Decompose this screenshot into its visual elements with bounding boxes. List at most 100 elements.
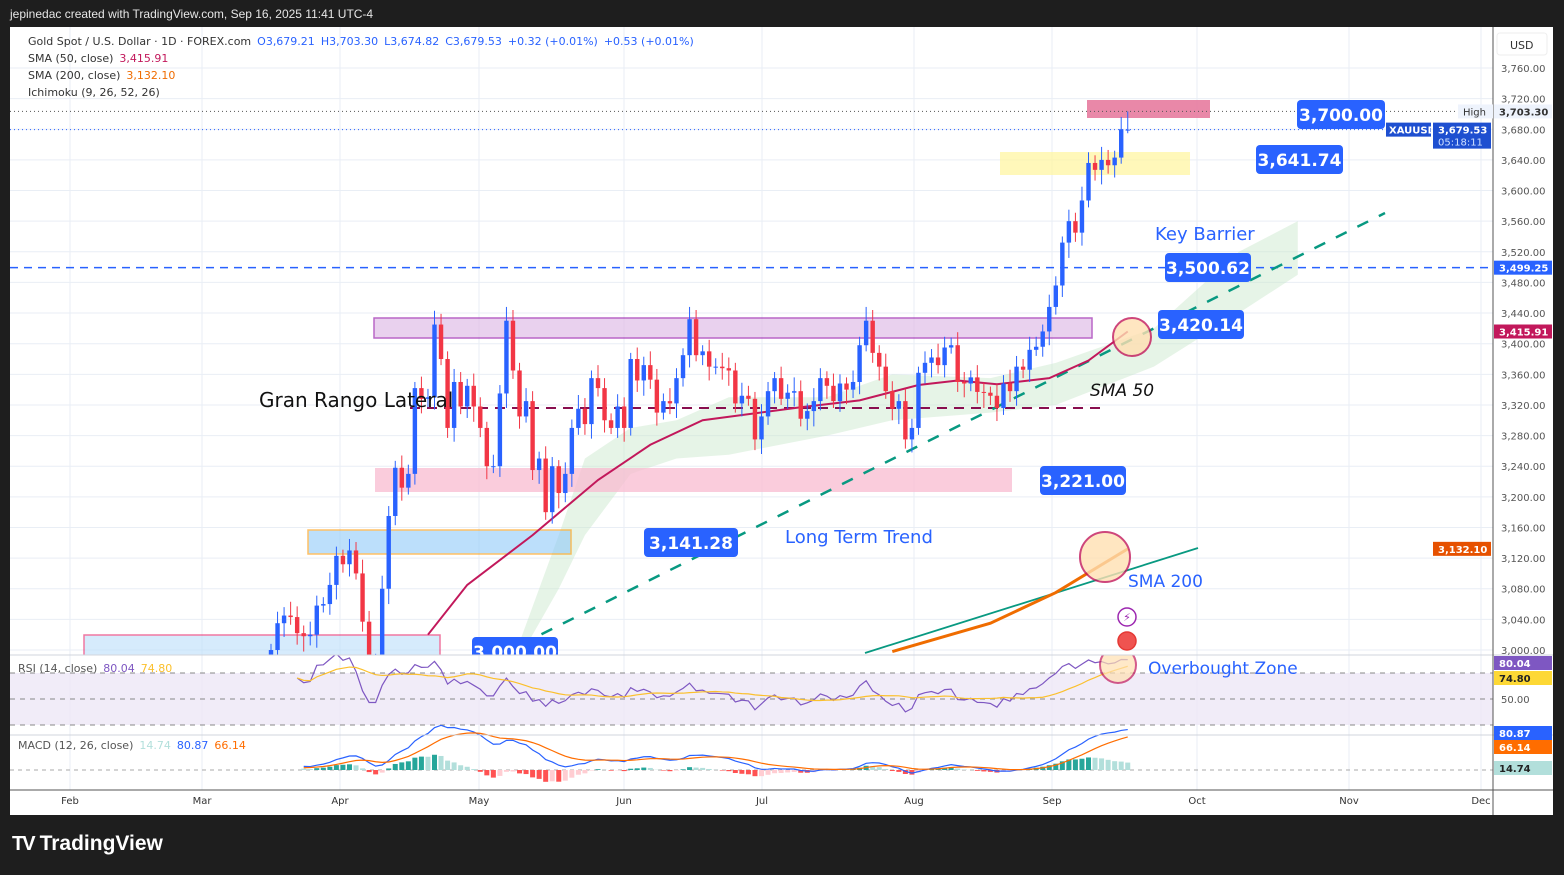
candle[interactable] (968, 377, 973, 384)
candle[interactable] (687, 319, 692, 356)
tradingview-logo[interactable]: TV TradingView (12, 832, 163, 856)
candle[interactable] (1014, 366, 1019, 392)
candle[interactable] (1099, 159, 1104, 170)
ichimoku-legend[interactable]: Ichimoku (9, 26, 52, 26) (28, 86, 166, 99)
macd-pane[interactable] (10, 724, 1493, 782)
candle[interactable] (674, 378, 679, 404)
candle[interactable] (726, 368, 731, 371)
candle[interactable] (458, 381, 463, 407)
candle[interactable] (628, 359, 633, 428)
candle[interactable] (929, 357, 934, 363)
candle[interactable] (491, 466, 496, 468)
candle[interactable] (1020, 366, 1026, 370)
candle[interactable] (340, 555, 346, 565)
candle[interactable] (471, 385, 476, 407)
sma50-legend[interactable]: SMA (50, close) 3,415.91 (28, 52, 174, 65)
candle[interactable] (621, 406, 627, 428)
candle[interactable] (1073, 221, 1078, 233)
candle[interactable] (523, 401, 529, 417)
candle[interactable] (497, 393, 503, 467)
sma200-legend[interactable]: SMA (200, close) 3,132.10 (28, 69, 181, 82)
candle[interactable] (778, 378, 784, 399)
candle[interactable] (412, 388, 418, 474)
candle[interactable] (818, 378, 823, 402)
candle[interactable] (1047, 306, 1052, 332)
candle[interactable] (661, 401, 666, 413)
candle[interactable] (569, 427, 575, 474)
candle[interactable] (1066, 221, 1072, 243)
candle[interactable] (648, 365, 653, 380)
candle[interactable] (975, 377, 980, 392)
candle[interactable] (366, 621, 372, 662)
chart-frame[interactable]: ⚡ 3,700.00 3,641.74 3,500.62 3,420.14 3,221.0… (10, 27, 1553, 815)
candle[interactable] (373, 661, 377, 662)
candle[interactable] (615, 406, 620, 428)
candle[interactable] (877, 352, 882, 367)
candle[interactable] (294, 617, 300, 634)
candle[interactable] (903, 401, 908, 440)
candle[interactable] (680, 355, 686, 379)
candle[interactable] (445, 359, 450, 428)
candle[interactable] (432, 324, 437, 398)
main-pane[interactable]: ⚡ 3,700.00 3,641.74 3,500.62 3,420.14 3,221.0… (10, 100, 1493, 675)
candle[interactable] (759, 416, 764, 440)
candle[interactable] (530, 401, 535, 471)
candle[interactable] (563, 473, 568, 494)
candle[interactable] (504, 320, 509, 394)
candle[interactable] (1040, 331, 1045, 347)
candle[interactable] (792, 391, 797, 393)
candle[interactable] (543, 458, 548, 513)
candle[interactable] (602, 388, 607, 421)
candle[interactable] (1079, 200, 1085, 233)
candle[interactable] (275, 623, 280, 651)
candle[interactable] (765, 391, 771, 417)
candle[interactable] (746, 395, 751, 399)
candle[interactable] (301, 633, 306, 637)
rsi-pane[interactable]: Overbought Zone (10, 647, 1493, 726)
candle[interactable] (955, 345, 960, 382)
candle[interactable] (752, 398, 758, 440)
candle[interactable] (360, 573, 365, 622)
candle[interactable] (641, 365, 646, 381)
candle[interactable] (556, 466, 561, 494)
candle[interactable] (824, 378, 830, 386)
candle[interactable] (1001, 383, 1006, 409)
candle[interactable] (720, 366, 725, 369)
candle[interactable] (844, 383, 849, 390)
candle[interactable] (1007, 383, 1013, 392)
candle[interactable] (870, 320, 875, 353)
candle[interactable] (713, 366, 718, 368)
candle[interactable] (608, 420, 614, 428)
candle[interactable] (1086, 162, 1091, 201)
candle[interactable] (393, 467, 398, 516)
candle[interactable] (550, 466, 555, 513)
candle[interactable] (379, 588, 385, 662)
candle[interactable] (536, 458, 542, 471)
candle[interactable] (916, 372, 921, 428)
candle[interactable] (589, 378, 594, 425)
candle[interactable] (1112, 157, 1117, 166)
candle[interactable] (909, 427, 915, 440)
candle[interactable] (327, 584, 333, 605)
price-chart[interactable]: ⚡ 3,700.00 3,641.74 3,500.62 3,420.14 3,221.0… (10, 27, 1553, 815)
candle[interactable] (850, 381, 856, 390)
candle[interactable] (582, 408, 588, 425)
candle[interactable] (785, 392, 790, 399)
candle[interactable] (693, 319, 699, 356)
candle[interactable] (465, 385, 470, 407)
candle[interactable] (942, 347, 947, 366)
candle[interactable] (837, 383, 843, 402)
candle[interactable] (334, 555, 339, 585)
candle[interactable] (1119, 129, 1124, 158)
candle[interactable] (981, 391, 987, 393)
candle[interactable] (883, 366, 888, 392)
candle[interactable] (321, 604, 326, 606)
candle[interactable] (438, 324, 444, 360)
rsi-legend[interactable]: RSI (14, close) 80.04 74.80 (18, 662, 178, 675)
candle[interactable] (1060, 242, 1065, 286)
candle[interactable] (1105, 159, 1111, 166)
candle[interactable] (831, 385, 836, 402)
candle[interactable] (576, 408, 581, 428)
candle[interactable] (896, 401, 902, 409)
candle[interactable] (314, 605, 319, 635)
